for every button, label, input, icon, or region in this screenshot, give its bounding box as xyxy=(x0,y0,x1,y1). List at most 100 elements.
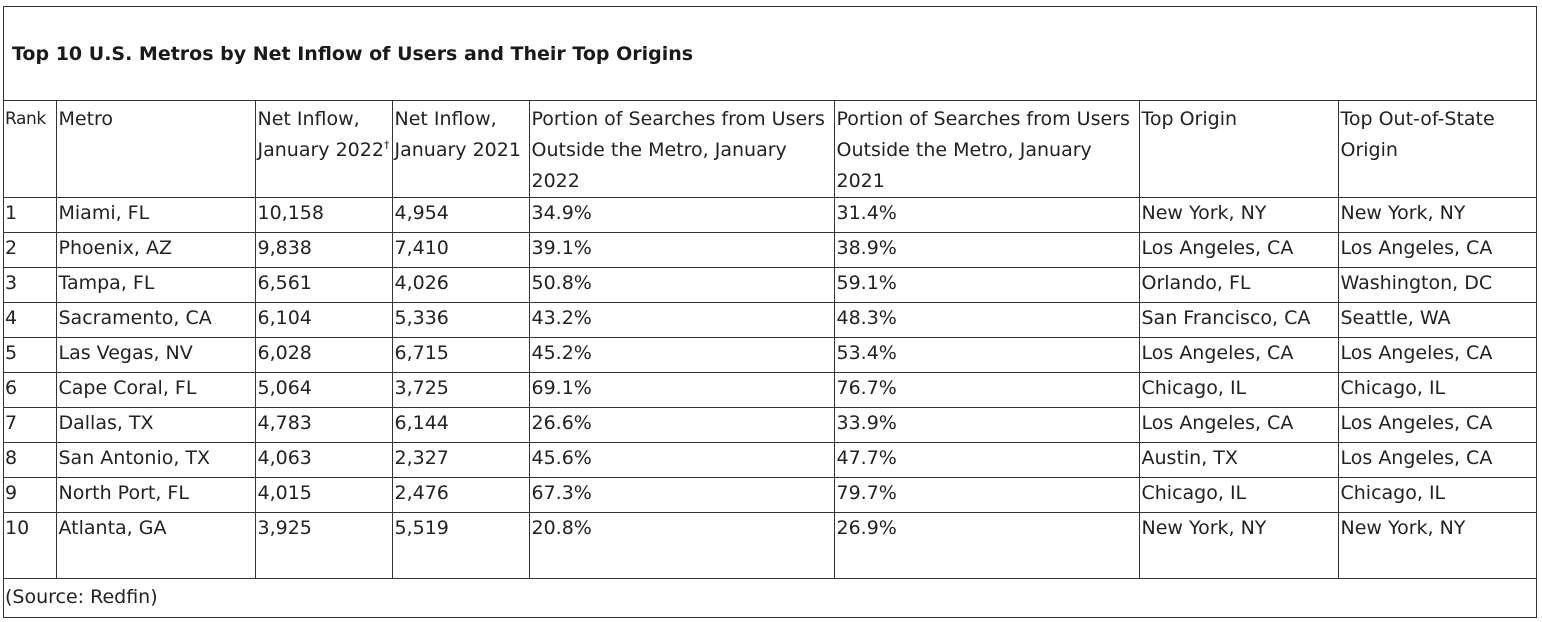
cell-top-origin: Los Angeles, CA xyxy=(1138,337,1339,373)
cell-rank: 3 xyxy=(4,267,57,303)
cell-portion-2021: 33.9% xyxy=(833,407,1140,443)
cell-portion-2022: 43.2% xyxy=(528,302,835,338)
cell-rank: 7 xyxy=(4,407,57,443)
cell-net-inflow-2022: 3,925 xyxy=(254,512,393,579)
cell-top-origin: Los Angeles, CA xyxy=(1138,407,1339,443)
metros-table: Rank Metro Net Inflow, January 2022† Net… xyxy=(4,101,1536,579)
cell-net-inflow-2021: 2,327 xyxy=(391,442,530,478)
cell-rank: 10 xyxy=(4,512,57,579)
cell-top-out-of-state-origin: Los Angeles, CA xyxy=(1337,232,1536,268)
table-row: 5 Las Vegas, NV 6,028 6,715 45.2% 53.4% … xyxy=(4,337,1536,373)
cell-rank: 1 xyxy=(4,197,57,233)
cell-net-inflow-2022: 5,064 xyxy=(254,372,393,408)
table-title: Top 10 U.S. Metros by Net Inflow of User… xyxy=(4,7,1536,101)
cell-net-inflow-2022: 9,838 xyxy=(254,232,393,268)
table-row: 10 Atlanta, GA 3,925 5,519 20.8% 26.9% N… xyxy=(4,512,1536,579)
header-net-inflow-2022-label: Net Inflow, January 2022 xyxy=(257,108,384,161)
cell-metro: Dallas, TX xyxy=(55,407,256,443)
cell-top-out-of-state-origin: New York, NY xyxy=(1337,197,1536,233)
cell-net-inflow-2021: 2,476 xyxy=(391,477,530,513)
header-portion-2022: Portion of Searches from Users Outside t… xyxy=(528,101,835,198)
cell-top-origin: Chicago, IL xyxy=(1138,477,1339,513)
header-net-inflow-2022: Net Inflow, January 2022† xyxy=(254,101,393,198)
cell-portion-2022: 45.6% xyxy=(528,442,835,478)
footnote-dagger: † xyxy=(383,138,390,152)
cell-net-inflow-2021: 6,715 xyxy=(391,337,530,373)
table-row: 7 Dallas, TX 4,783 6,144 26.6% 33.9% Los… xyxy=(4,407,1536,443)
header-metro: Metro xyxy=(55,101,256,198)
cell-metro: Sacramento, CA xyxy=(55,302,256,338)
cell-portion-2022: 34.9% xyxy=(528,197,835,233)
cell-portion-2022: 20.8% xyxy=(528,512,835,579)
cell-net-inflow-2021: 7,410 xyxy=(391,232,530,268)
cell-portion-2022: 69.1% xyxy=(528,372,835,408)
cell-top-origin: Los Angeles, CA xyxy=(1138,232,1339,268)
cell-net-inflow-2022: 10,158 xyxy=(254,197,393,233)
header-top-out-of-state-origin: Top Out-of-State Origin xyxy=(1337,101,1536,198)
cell-rank: 5 xyxy=(4,337,57,373)
table-row: 9 North Port, FL 4,015 2,476 67.3% 79.7%… xyxy=(4,477,1536,513)
cell-metro: Cape Coral, FL xyxy=(55,372,256,408)
cell-top-out-of-state-origin: Chicago, IL xyxy=(1337,477,1536,513)
cell-portion-2022: 50.8% xyxy=(528,267,835,303)
cell-portion-2022: 39.1% xyxy=(528,232,835,268)
cell-rank: 6 xyxy=(4,372,57,408)
cell-top-origin: New York, NY xyxy=(1138,512,1339,579)
table-row: 2 Phoenix, AZ 9,838 7,410 39.1% 38.9% Lo… xyxy=(4,232,1536,268)
cell-top-out-of-state-origin: New York, NY xyxy=(1337,512,1536,579)
cell-top-origin: Orlando, FL xyxy=(1138,267,1339,303)
cell-net-inflow-2021: 3,725 xyxy=(391,372,530,408)
cell-rank: 9 xyxy=(4,477,57,513)
cell-top-origin: New York, NY xyxy=(1138,197,1339,233)
cell-net-inflow-2022: 4,063 xyxy=(254,442,393,478)
cell-portion-2021: 48.3% xyxy=(833,302,1140,338)
cell-portion-2022: 26.6% xyxy=(528,407,835,443)
cell-rank: 4 xyxy=(4,302,57,338)
cell-portion-2021: 53.4% xyxy=(833,337,1140,373)
header-top-origin: Top Origin xyxy=(1138,101,1339,198)
cell-portion-2021: 47.7% xyxy=(833,442,1140,478)
cell-metro: Tampa, FL xyxy=(55,267,256,303)
cell-portion-2021: 79.7% xyxy=(833,477,1140,513)
cell-net-inflow-2021: 5,336 xyxy=(391,302,530,338)
cell-top-out-of-state-origin: Los Angeles, CA xyxy=(1337,442,1536,478)
cell-top-origin: San Francisco, CA xyxy=(1138,302,1339,338)
cell-net-inflow-2022: 4,015 xyxy=(254,477,393,513)
cell-metro: Atlanta, GA xyxy=(55,512,256,579)
cell-net-inflow-2021: 5,519 xyxy=(391,512,530,579)
cell-net-inflow-2021: 4,954 xyxy=(391,197,530,233)
cell-portion-2021: 59.1% xyxy=(833,267,1140,303)
header-net-inflow-2021: Net Inflow, January 2021 xyxy=(391,101,530,198)
source-note: (Source: Redfin) xyxy=(5,586,158,608)
cell-net-inflow-2021: 6,144 xyxy=(391,407,530,443)
header-rank: Rank xyxy=(4,101,57,198)
cell-portion-2022: 67.3% xyxy=(528,477,835,513)
cell-top-out-of-state-origin: Washington, DC xyxy=(1337,267,1536,303)
table-row: 8 San Antonio, TX 4,063 2,327 45.6% 47.7… xyxy=(4,442,1536,478)
cell-portion-2021: 38.9% xyxy=(833,232,1140,268)
cell-net-inflow-2022: 4,783 xyxy=(254,407,393,443)
cell-rank: 8 xyxy=(4,442,57,478)
cell-portion-2022: 45.2% xyxy=(528,337,835,373)
cell-top-out-of-state-origin: Los Angeles, CA xyxy=(1337,407,1536,443)
cell-net-inflow-2022: 6,104 xyxy=(254,302,393,338)
table-row: 1 Miami, FL 10,158 4,954 34.9% 31.4% New… xyxy=(4,197,1536,233)
table-row: 6 Cape Coral, FL 5,064 3,725 69.1% 76.7%… xyxy=(4,372,1536,408)
cell-net-inflow-2022: 6,561 xyxy=(254,267,393,303)
cell-portion-2021: 76.7% xyxy=(833,372,1140,408)
cell-top-out-of-state-origin: Seattle, WA xyxy=(1337,302,1536,338)
header-row: Rank Metro Net Inflow, January 2022† Net… xyxy=(4,101,1536,198)
table-row: 3 Tampa, FL 6,561 4,026 50.8% 59.1% Orla… xyxy=(4,267,1536,303)
cell-portion-2021: 31.4% xyxy=(833,197,1140,233)
cell-net-inflow-2021: 4,026 xyxy=(391,267,530,303)
cell-portion-2021: 26.9% xyxy=(833,512,1140,579)
cell-top-out-of-state-origin: Los Angeles, CA xyxy=(1337,337,1536,373)
cell-metro: Phoenix, AZ xyxy=(55,232,256,268)
cell-metro: Las Vegas, NV xyxy=(55,337,256,373)
table-row: 4 Sacramento, CA 6,104 5,336 43.2% 48.3%… xyxy=(4,302,1536,338)
cell-metro: Miami, FL xyxy=(55,197,256,233)
cell-top-origin: Chicago, IL xyxy=(1138,372,1339,408)
cell-metro: San Antonio, TX xyxy=(55,442,256,478)
header-portion-2021: Portion of Searches from Users Outside t… xyxy=(833,101,1140,198)
cell-metro: North Port, FL xyxy=(55,477,256,513)
